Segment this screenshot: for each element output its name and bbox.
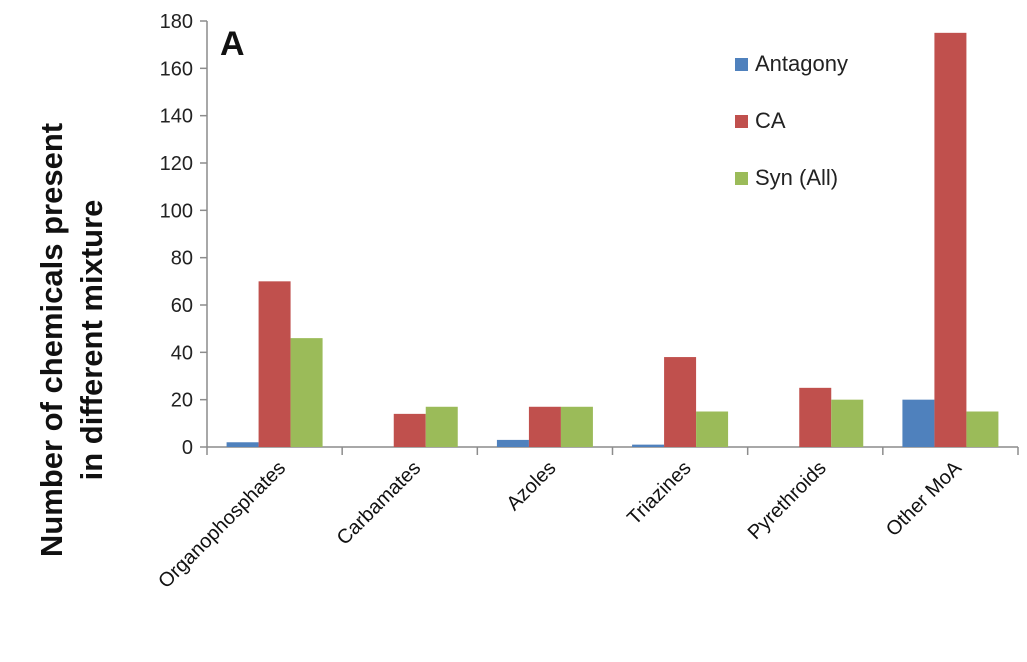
legend: Antagony CA Syn (All) [735,51,848,190]
y-tick-label: 140 [160,106,193,128]
bar [966,411,999,447]
bar [560,406,593,447]
bar [290,338,323,447]
bar [902,399,935,447]
y-tick-label: 60 [171,295,193,317]
bar [934,32,967,447]
y-ticks: 0 20 40 60 80 100 120 140 160 180 [160,11,207,459]
bar [632,444,665,447]
legend-label: Antagony [755,51,848,76]
x-tick-label: Azoles [502,457,560,515]
bar [496,439,529,447]
x-tick-label: Triazines [623,457,695,529]
x-tick-label: Carbamates [333,457,426,550]
y-axis-title-line-2: in different mixture [74,200,109,481]
x-tick-label: Pyrethroids [744,457,831,544]
legend-swatch [735,172,748,185]
y-tick-label: 180 [160,11,193,33]
bar [226,442,259,447]
bar [393,413,426,447]
bar [799,387,832,447]
y-tick-label: 120 [160,153,193,175]
y-tick-label: 40 [171,342,193,364]
bar [664,357,697,447]
bar [528,406,561,447]
axes [206,21,1019,455]
legend-label: CA [755,108,786,133]
x-tick-label: Other MoA [882,457,966,541]
y-tick-label: 160 [160,58,193,80]
y-tick-label: 100 [160,200,193,222]
bar [696,411,729,447]
bar [425,406,458,447]
panel-label: A [220,25,245,63]
y-tick-label: 80 [171,248,193,270]
y-tick-label: 20 [171,390,193,412]
legend-swatch [735,58,748,71]
bar [258,281,291,447]
y-tick-label: 0 [182,437,193,459]
bar [831,399,864,447]
x-tick-labels: Organophosphates Carbamates Azoles Triazine… [154,457,966,593]
y-axis-title: Number of chemicals present in different… [34,123,109,557]
x-tick-label: Organophosphates [154,457,290,593]
bars [226,32,999,447]
legend-swatch [735,115,748,128]
legend-label: Syn (All) [755,165,838,190]
y-axis-title-line-1: Number of chemicals present [34,123,69,557]
